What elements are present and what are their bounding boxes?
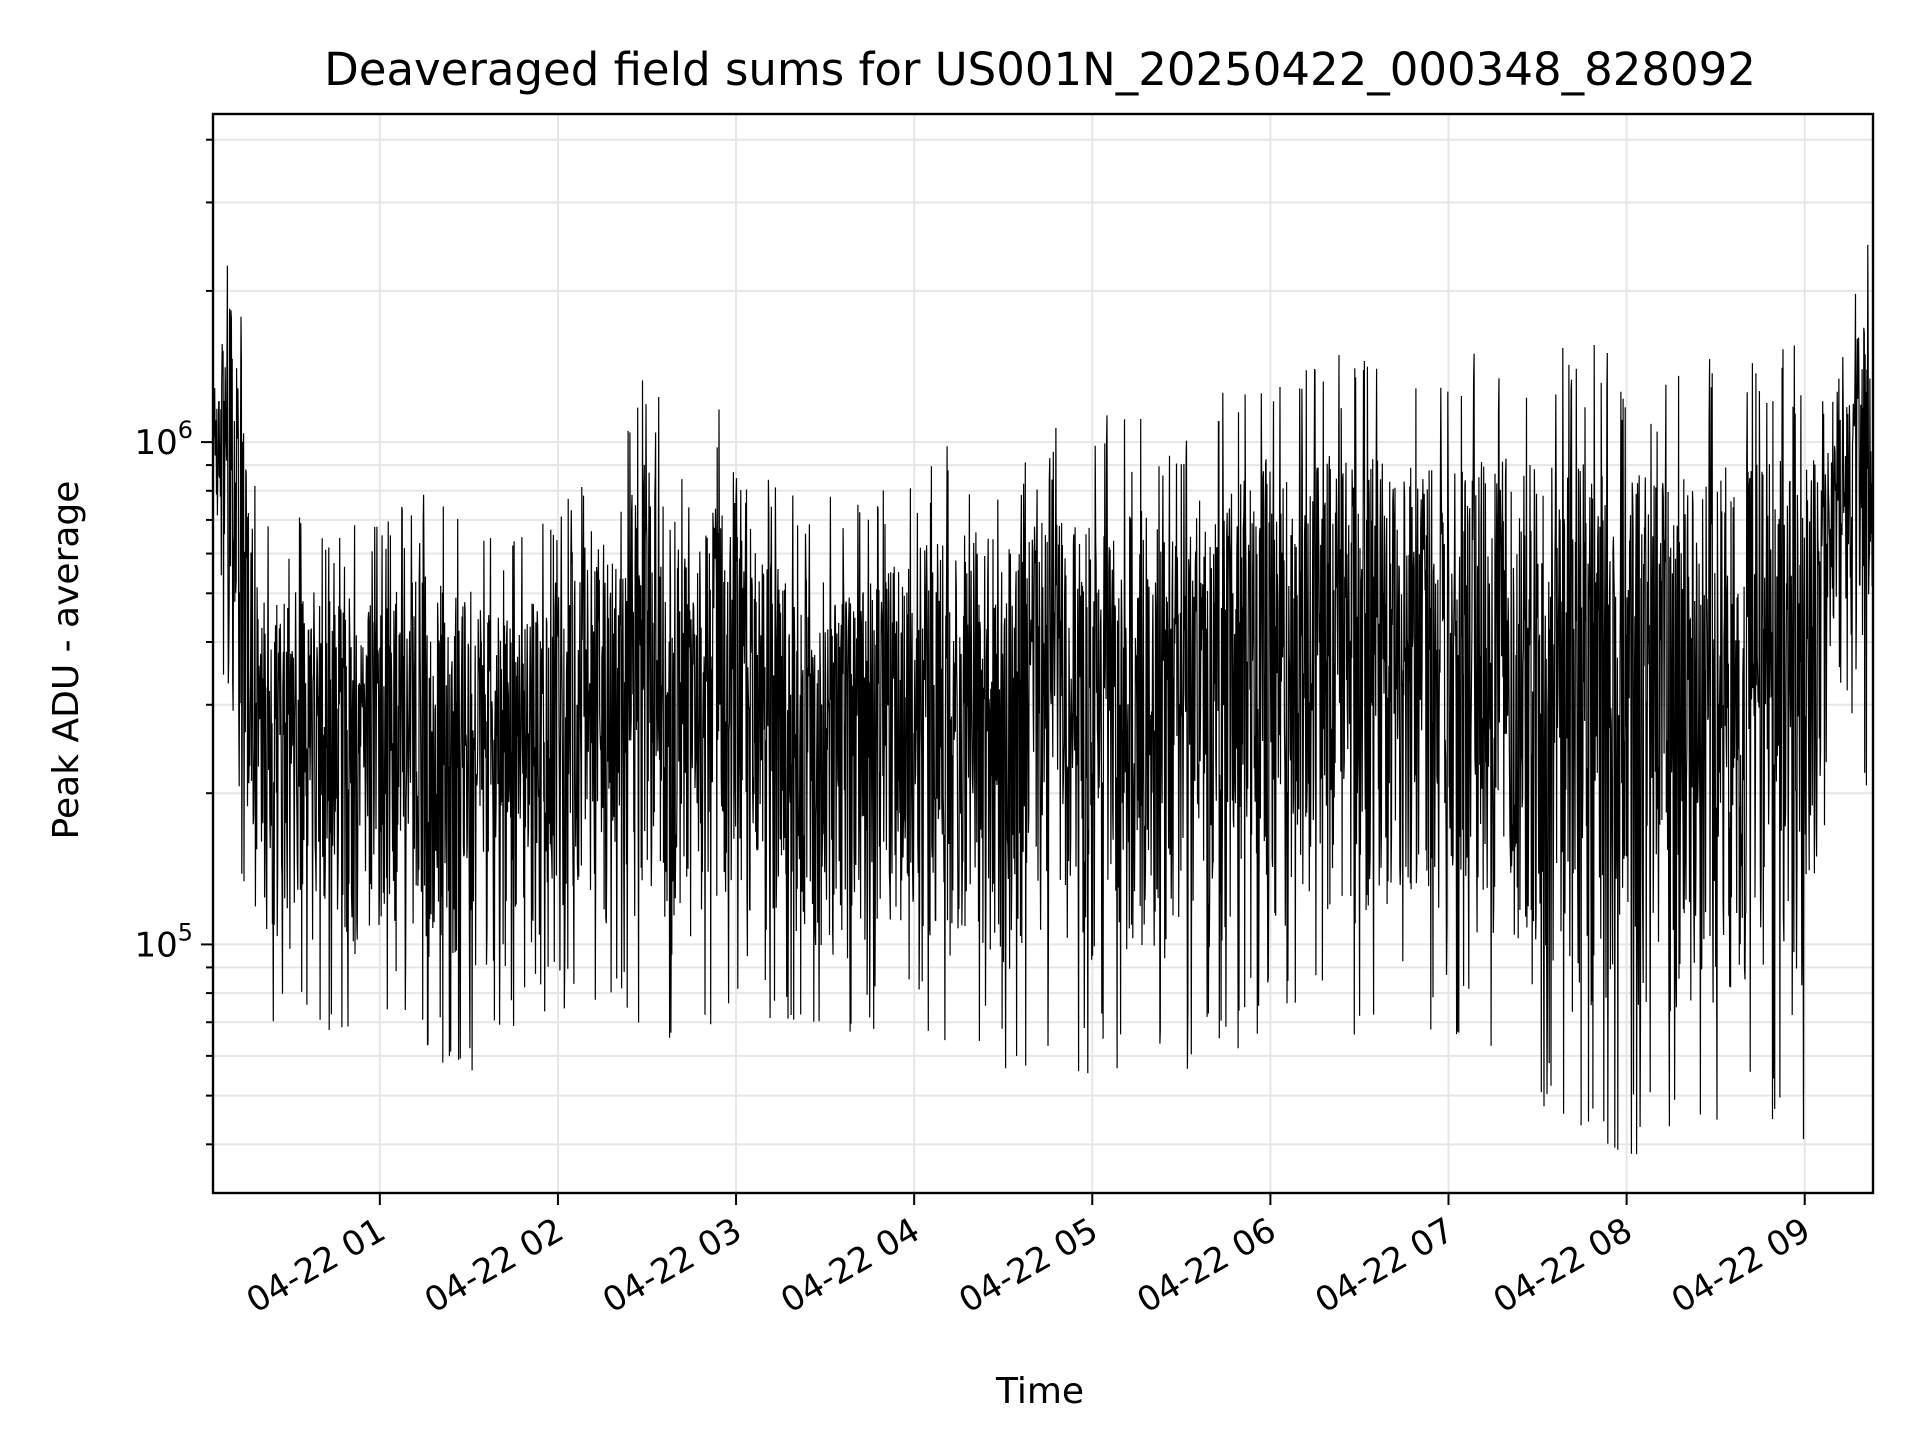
series-group	[212, 244, 1874, 1155]
y-axis-label: Peak ADU - average	[46, 481, 87, 840]
x-axis-label: Time	[995, 1371, 1084, 1412]
y-tick-label: 106	[134, 416, 193, 463]
y-tick-label: 105	[134, 918, 193, 965]
series-line	[212, 244, 1874, 1155]
plot-frame	[211, 112, 1875, 1195]
y-axis: 105 106	[134, 138, 213, 1146]
chart-title: Deaveraged field sums for US001N_2025042…	[324, 43, 1756, 96]
